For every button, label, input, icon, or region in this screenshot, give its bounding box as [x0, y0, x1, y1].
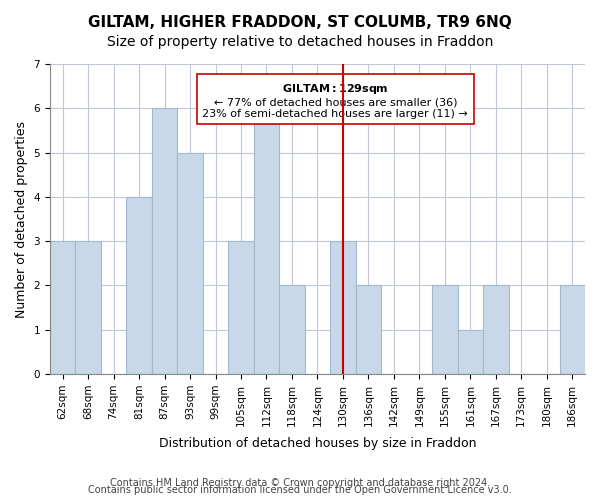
Text: Contains HM Land Registry data © Crown copyright and database right 2024.: Contains HM Land Registry data © Crown c… [110, 478, 490, 488]
Bar [483, 286, 509, 374]
Bar [50, 241, 76, 374]
Bar [279, 286, 305, 374]
Text: $\bf{GILTAM: 129sqm}$
← 77% of detached houses are smaller (36)
23% of semi-deta: $\bf{GILTAM: 129sqm}$ ← 77% of detached … [202, 82, 468, 119]
X-axis label: Distribution of detached houses by size in Fraddon: Distribution of detached houses by size … [159, 437, 476, 450]
Bar [178, 152, 203, 374]
Y-axis label: Number of detached properties: Number of detached properties [15, 120, 28, 318]
Bar [458, 330, 483, 374]
Bar [432, 286, 458, 374]
Text: Size of property relative to detached houses in Fraddon: Size of property relative to detached ho… [107, 35, 493, 49]
Text: GILTAM, HIGHER FRADDON, ST COLUMB, TR9 6NQ: GILTAM, HIGHER FRADDON, ST COLUMB, TR9 6… [88, 15, 512, 30]
Bar [356, 286, 381, 374]
Bar [254, 108, 279, 374]
Bar [228, 241, 254, 374]
Bar [127, 197, 152, 374]
Bar [152, 108, 178, 374]
Bar [76, 241, 101, 374]
Text: Contains public sector information licensed under the Open Government Licence v3: Contains public sector information licen… [88, 485, 512, 495]
Bar [330, 241, 356, 374]
Bar [560, 286, 585, 374]
